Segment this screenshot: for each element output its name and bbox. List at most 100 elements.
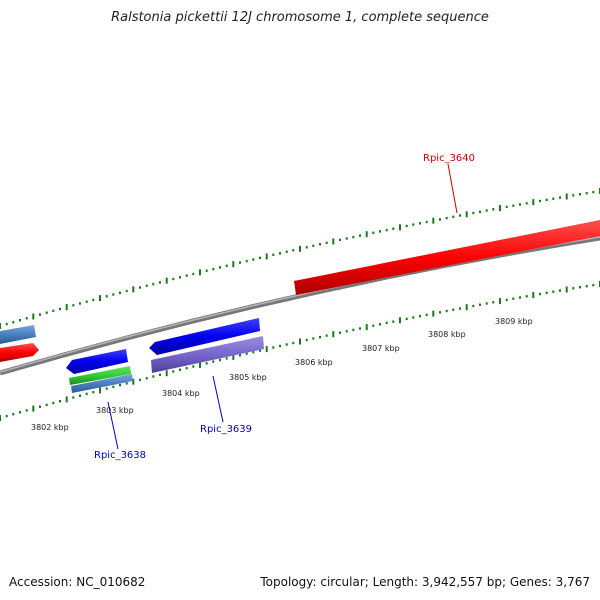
gene-rpic-3639-forward[interactable] — [149, 318, 260, 355]
minor-tick — [219, 266, 221, 269]
major-tick — [99, 295, 101, 302]
gene-label-rpic-3639[interactable]: Rpic_3639 — [200, 424, 252, 435]
minor-tick — [439, 218, 441, 221]
topology-label: Topology: circular; Length: 3,942,557 bp… — [260, 575, 590, 589]
major-tick — [565, 286, 568, 293]
minor-tick — [439, 311, 441, 314]
gene-rpic-3638[interactable] — [66, 349, 128, 374]
minor-tick — [119, 291, 121, 294]
minor-tick — [212, 360, 215, 363]
minor-tick — [339, 331, 341, 334]
minor-tick — [72, 304, 75, 307]
minor-tick — [419, 222, 421, 225]
minor-tick — [545, 291, 548, 294]
minor-tick — [285, 343, 288, 346]
minor-tick — [92, 298, 95, 302]
major-tick — [32, 313, 35, 320]
minor-tick — [245, 259, 248, 263]
major-tick — [332, 238, 335, 245]
major-tick — [99, 387, 101, 394]
gene-rpic-3639[interactable] — [151, 336, 264, 373]
minor-tick — [52, 309, 55, 312]
gene-feature-green[interactable] — [69, 366, 131, 385]
minor-tick — [272, 346, 275, 349]
major-tick — [165, 370, 168, 377]
major-tick — [465, 304, 468, 311]
minor-tick — [372, 231, 375, 234]
major-tick — [399, 224, 401, 231]
major-tick — [65, 396, 68, 403]
minor-tick — [39, 405, 41, 408]
minor-tick — [525, 295, 528, 298]
minor-tick — [412, 316, 415, 319]
minor-tick — [59, 400, 61, 403]
minor-tick — [185, 367, 188, 370]
minor-tick — [139, 378, 141, 382]
minor-tick — [539, 199, 541, 203]
gene-label-rpic-3640[interactable]: Rpic_3640 — [423, 153, 475, 164]
minor-tick — [312, 337, 315, 340]
gene-label-rpic-3638[interactable]: Rpic_3638 — [94, 450, 146, 461]
minor-tick — [5, 414, 8, 418]
major-tick — [499, 298, 501, 305]
minor-tick — [12, 321, 15, 324]
minor-tick — [112, 385, 115, 389]
minor-tick — [25, 409, 28, 412]
gene-feature-red-left[interactable] — [0, 343, 39, 362]
major-tick — [432, 310, 435, 317]
minor-tick — [345, 330, 348, 333]
minor-tick — [579, 286, 581, 289]
tick-label: 3809 kbp — [495, 317, 533, 326]
tick-label: 3807 kbp — [362, 344, 400, 353]
minor-tick — [25, 317, 28, 320]
minor-tick — [319, 335, 321, 339]
minor-tick — [125, 289, 128, 293]
minor-tick — [45, 311, 48, 314]
gene-rpic-3640[interactable] — [294, 220, 600, 295]
minor-tick — [239, 261, 241, 264]
minor-tick — [379, 323, 381, 326]
major-tick — [499, 205, 501, 212]
minor-tick — [139, 286, 141, 289]
minor-tick — [352, 328, 355, 332]
minor-tick — [339, 238, 341, 242]
minor-tick — [79, 302, 81, 305]
major-tick — [432, 217, 435, 224]
gene-feature-pale-blue-left[interactable] — [0, 325, 36, 344]
minor-tick — [179, 276, 181, 279]
minor-tick — [259, 256, 261, 260]
major-tick — [132, 286, 135, 293]
minor-tick — [225, 264, 228, 267]
minor-tick — [152, 282, 155, 286]
major-tick — [165, 277, 168, 284]
minor-tick — [205, 269, 208, 272]
major-tick — [65, 304, 68, 311]
major-tick — [332, 331, 335, 338]
minor-tick — [392, 320, 395, 323]
major-tick — [565, 193, 568, 200]
minor-tick — [225, 357, 228, 360]
major-tick — [0, 323, 1, 329]
minor-tick — [425, 313, 428, 317]
minor-tick — [419, 315, 421, 318]
minor-tick — [472, 304, 475, 308]
major-tick — [532, 199, 535, 206]
minor-tick — [145, 284, 148, 287]
tick-label: 3803 kbp — [96, 406, 134, 415]
minor-tick — [192, 272, 195, 276]
minor-tick — [59, 307, 61, 311]
minor-tick — [579, 193, 581, 196]
minor-tick — [552, 197, 555, 200]
gene-feature-pale-blue[interactable] — [71, 374, 133, 393]
minor-tick — [345, 237, 348, 240]
minor-tick — [492, 301, 495, 304]
minor-tick — [405, 224, 408, 228]
minor-tick — [445, 216, 448, 220]
minor-tick — [192, 365, 195, 368]
minor-tick — [559, 289, 561, 292]
minor-tick — [559, 196, 561, 199]
minor-tick — [39, 313, 41, 316]
minor-tick — [85, 300, 88, 303]
minor-tick — [179, 368, 181, 371]
